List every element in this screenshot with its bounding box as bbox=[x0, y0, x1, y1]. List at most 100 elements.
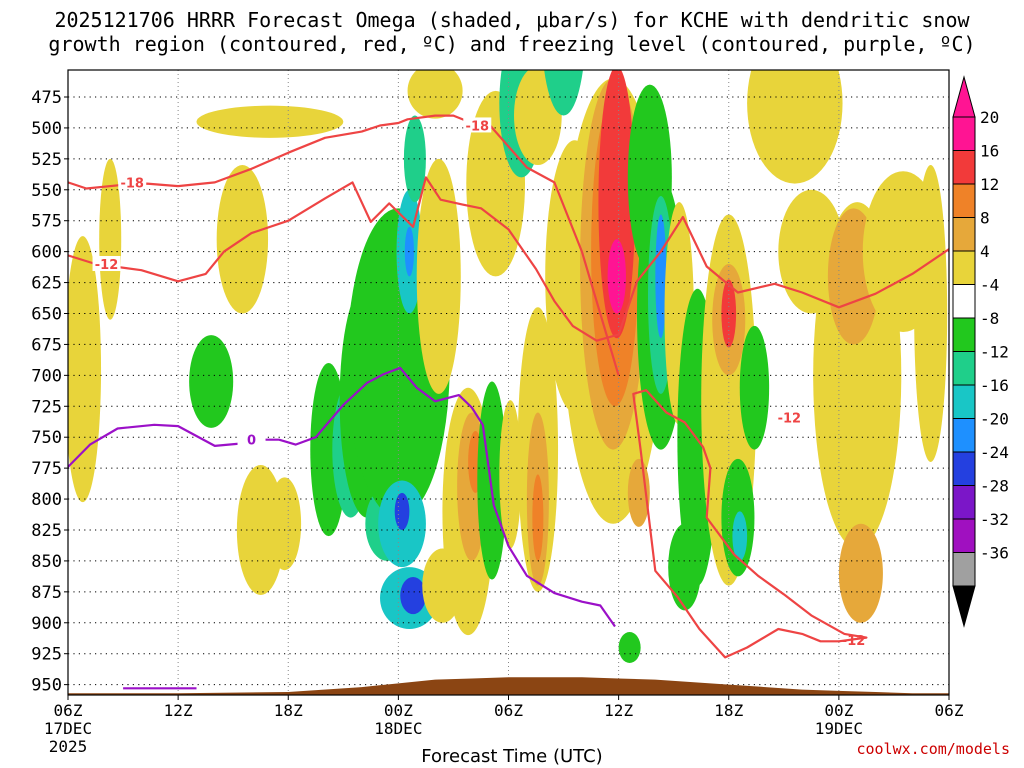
colorbar-bin-8 bbox=[952, 384, 976, 419]
y-tick-label-625: 625 bbox=[31, 274, 62, 294]
omega-region-53 bbox=[732, 511, 748, 561]
colorbar-bottom-arrow bbox=[952, 585, 976, 628]
omega-region-61 bbox=[914, 165, 948, 462]
x-tick-label-30: 12Z bbox=[604, 701, 633, 720]
contour-label-bg bbox=[775, 409, 804, 425]
colorbar-label-8: 8 bbox=[980, 209, 990, 228]
colorbar-bin-0 bbox=[952, 116, 976, 151]
colorbar-bin-5 bbox=[952, 284, 976, 319]
y-tick-label-875: 875 bbox=[31, 583, 62, 603]
y-tick-label-700: 700 bbox=[31, 366, 62, 386]
x-tick-label-0: 06Z bbox=[54, 701, 83, 720]
y-tick-label-500: 500 bbox=[31, 119, 62, 139]
contour-label-dendritic-upper-0: -18 bbox=[120, 176, 144, 191]
omega-region-5 bbox=[268, 477, 302, 571]
omega-region-20 bbox=[416, 158, 461, 394]
x-tick-label-24: 06Z bbox=[494, 701, 523, 720]
omega-region-27 bbox=[499, 400, 522, 549]
contour-dendritic-upper bbox=[68, 114, 620, 376]
omega-region-21 bbox=[407, 70, 463, 119]
colorbar-label-4: 4 bbox=[980, 242, 990, 261]
y-tick-label-800: 800 bbox=[31, 490, 62, 510]
omega-region-51 bbox=[721, 279, 737, 348]
colorbar-bin-3 bbox=[952, 217, 976, 252]
x-tick-label-42: 00Z bbox=[824, 701, 853, 720]
omega-region-48 bbox=[618, 632, 641, 663]
colorbar-bin-1 bbox=[952, 150, 976, 185]
contour-label-dendritic-lower-1: -12 bbox=[778, 411, 802, 426]
colorbar-label--20: -20 bbox=[980, 410, 1009, 429]
omega-region-59 bbox=[838, 523, 883, 623]
y-tick-label-525: 525 bbox=[31, 150, 62, 170]
x-date-label-42: 19DEC bbox=[815, 719, 863, 738]
colorbar-bin-4 bbox=[952, 250, 976, 285]
terrain-surface bbox=[68, 677, 949, 695]
x-date-label-18: 18DEC bbox=[374, 719, 422, 738]
y-tick-label-650: 650 bbox=[31, 304, 62, 324]
colorbar-label--12: -12 bbox=[980, 343, 1009, 362]
terrain bbox=[68, 677, 949, 695]
chart-title-line-1: 2025121706 HRRR Forecast Omega (shaded, … bbox=[54, 8, 970, 32]
x-tick-label-12: 18Z bbox=[274, 701, 303, 720]
colorbar-bin-13 bbox=[952, 552, 976, 587]
omega-region-33 bbox=[544, 70, 583, 116]
y-tick-label-575: 575 bbox=[31, 212, 62, 232]
contour-label-bg bbox=[118, 174, 147, 190]
contour-label-bg bbox=[92, 256, 121, 272]
site-credit[interactable]: coolwx.com/models bbox=[856, 740, 1010, 758]
y-axis: 475 500 525 550 575 600 625 650 675 700 725 750 775 8… bbox=[31, 88, 68, 696]
omega-region-55 bbox=[747, 70, 843, 184]
colorbar-label--8: -8 bbox=[980, 309, 999, 328]
colorbar-bin-9 bbox=[952, 418, 976, 453]
y-tick-label-825: 825 bbox=[31, 521, 62, 541]
colorbar-bin-11 bbox=[952, 485, 976, 520]
y-tick-label-600: 600 bbox=[31, 243, 62, 263]
omega-region-18 bbox=[403, 115, 426, 203]
colorbar-label-12: 12 bbox=[980, 175, 999, 194]
colorbar-bin-10 bbox=[952, 451, 976, 486]
y-tick-label-925: 925 bbox=[31, 645, 62, 665]
omega-region-0 bbox=[68, 236, 102, 503]
x-year-label: 2025 bbox=[49, 737, 88, 756]
colorbar-top-arrow bbox=[952, 75, 976, 118]
omega-region-54 bbox=[739, 325, 770, 450]
chart-title-line-2: growth region (contoured, red, ºC) and f… bbox=[48, 32, 976, 56]
x-tick-label-36: 18Z bbox=[714, 701, 743, 720]
colorbar-label--32: -32 bbox=[980, 510, 1009, 529]
contour-label-bg bbox=[463, 117, 492, 133]
contour-label-bg bbox=[237, 431, 266, 447]
colorbar-bin-6 bbox=[952, 317, 976, 352]
y-tick-label-950: 950 bbox=[31, 676, 62, 696]
contour-label-dendritic-lower-0: -12 bbox=[95, 258, 119, 273]
contours: -18-18-12-12-120 bbox=[68, 114, 949, 690]
x-axis-title: Forecast Time (UTC) bbox=[421, 746, 603, 767]
y-tick-label-750: 750 bbox=[31, 428, 62, 448]
contour-dendritic-lower bbox=[68, 176, 949, 342]
omega-region-15 bbox=[400, 577, 426, 615]
colorbar-label--28: -28 bbox=[980, 477, 1009, 496]
colorbar-bin-7 bbox=[952, 351, 976, 386]
omega-region-38 bbox=[598, 70, 636, 339]
omega-region-1 bbox=[99, 158, 122, 320]
x-date-label-0: 17DEC bbox=[44, 719, 92, 738]
x-tick-label-48: 06Z bbox=[935, 701, 964, 720]
y-tick-label-775: 775 bbox=[31, 459, 62, 479]
colorbar-label--36: -36 bbox=[980, 544, 1009, 563]
omega-region-39 bbox=[607, 239, 626, 314]
x-tick-label-18: 00Z bbox=[384, 701, 413, 720]
omega-region-6 bbox=[196, 105, 344, 138]
y-tick-label-475: 475 bbox=[31, 88, 62, 108]
y-tick-label-850: 850 bbox=[31, 552, 62, 572]
colorbar-label-20: 20 bbox=[980, 108, 999, 127]
contour-dendritic-lower-lobe bbox=[632, 389, 868, 659]
x-tick-label-6: 12Z bbox=[164, 701, 193, 720]
contour-label-dendritic-upper-1: -18 bbox=[466, 119, 490, 134]
contour-freezing-level bbox=[68, 366, 616, 628]
y-tick-label-550: 550 bbox=[31, 181, 62, 201]
y-tick-label-900: 900 bbox=[31, 614, 62, 634]
omega-region-2 bbox=[189, 335, 234, 428]
colorbar: 20 16 12 8 4 -4 -8 -12 -16 -20 -24 -28 -32 -36 bbox=[952, 75, 1009, 628]
colorbar-label--24: -24 bbox=[980, 443, 1009, 462]
